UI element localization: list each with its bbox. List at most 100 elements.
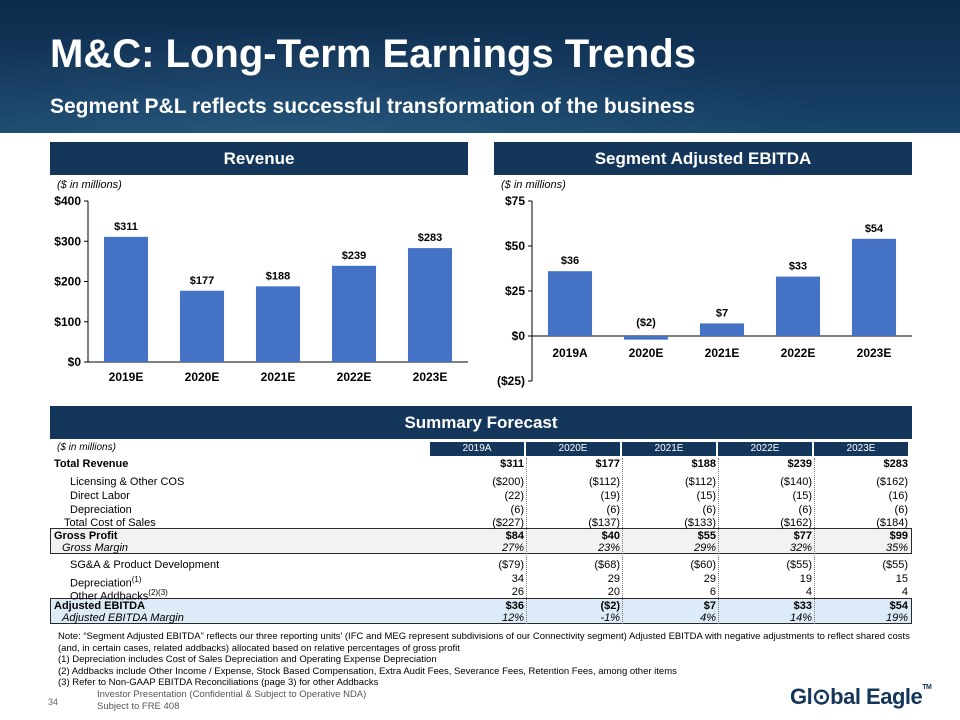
- table-cell: 20: [607, 586, 620, 598]
- row-label-text: Depreciation: [70, 504, 132, 516]
- table-cell: ($55): [786, 559, 812, 571]
- footnote-3: (3) Refer to Non-GAAP EBITDA Reconciliat…: [58, 677, 379, 688]
- revenue-chart-svg: $0 $100 $200 $300 $400 $311 2019E $177 2020E $188…: [54, 194, 468, 384]
- ebitda-ytick-label: ($25): [497, 374, 525, 388]
- table-cell: 29: [703, 573, 716, 585]
- table-cell: ($133): [684, 517, 716, 529]
- table-cell: $33: [793, 600, 812, 612]
- table-cell: (22): [504, 490, 524, 502]
- table-row: Licensing & Other COS ($200) ($112) ($112) (…: [54, 475, 912, 490]
- table-row: Total Revenue $311 $177 $188 $239 $283: [54, 457, 912, 472]
- table-cell: ($140): [780, 476, 812, 488]
- row-label: Licensing & Other COS: [70, 475, 184, 490]
- table-cell: 14%: [789, 612, 812, 624]
- column-header: 2019A: [430, 442, 524, 456]
- table-cell: 6: [709, 586, 716, 598]
- ebitda-bar: [851, 238, 897, 336]
- revenue-category-label: 2019E: [109, 370, 144, 384]
- row-label-text: SG&A & Product Development: [70, 559, 220, 571]
- ebitda-value-label: $36: [561, 255, 579, 267]
- row-label-text: Depreciation: [70, 577, 132, 590]
- table-cell: 29: [607, 573, 620, 585]
- revenue-ytick-label: $300: [54, 234, 81, 248]
- ebitda-category-label: 2023E: [857, 346, 892, 360]
- footnote-reference: (2)(3): [148, 588, 168, 597]
- table-cell: (6): [702, 504, 716, 516]
- page-number: 34: [48, 697, 59, 707]
- table-row: Adjusted EBITDA Margin 12% -1% 4% 14% 19%: [54, 611, 912, 626]
- table-cell: ($2): [600, 600, 620, 612]
- table-cell: (6): [510, 504, 524, 516]
- row-label: Total Cost of Sales: [64, 516, 156, 531]
- revenue-value-label: $239: [342, 250, 366, 262]
- table-row: Depreciation(1) 34 29 29 19 15: [54, 572, 912, 590]
- gross-profit-box: [50, 528, 912, 554]
- table-cell: ($55): [882, 559, 908, 571]
- table-row: Depreciation (6) (6) (6) (6) (6): [54, 503, 912, 518]
- column-header: 2022E: [718, 442, 812, 456]
- ebitda-ytick-label: $0: [512, 329, 526, 343]
- revenue-ytick-label: $0: [68, 355, 82, 369]
- row-label: Adjusted EBITDA Margin: [62, 611, 184, 626]
- row-label: Total Revenue: [54, 457, 128, 472]
- row-label: SG&A & Product Development: [70, 558, 219, 573]
- table-cell: $77: [793, 530, 812, 542]
- row-label-text: Other Addbacks: [70, 590, 149, 603]
- row-label: Depreciation(1): [70, 572, 142, 592]
- table-row: Gross Profit $84 $40 $55 $77 $99: [54, 529, 912, 544]
- revenue-section-header: Revenue: [50, 142, 468, 175]
- revenue-value-label: $188: [266, 270, 290, 282]
- row-label-text: Licensing & Other COS: [70, 476, 185, 488]
- revenue-value-label: $311: [114, 221, 138, 233]
- ebitda-chart: ($25) $0 $25 $50 $75 $36 2019A ($2) 2020E $7 2021E…: [494, 190, 914, 405]
- row-label-text: Adjusted EBITDA Margin: [62, 612, 184, 624]
- logo-trademark: TM: [922, 684, 932, 691]
- column-divider: [622, 458, 623, 624]
- summary-units-label: ($ in millions): [57, 442, 116, 453]
- table-cell: 32%: [789, 542, 812, 554]
- ebitda-units-label: ($ in millions): [501, 179, 566, 191]
- table-cell: 4: [805, 586, 812, 598]
- table-row: Adjusted EBITDA $36 ($2) $7 $33 $54: [54, 599, 912, 614]
- column-header: 2023E: [814, 442, 908, 456]
- header-banner: M&C: Long-Term Earnings Trends Segment P…: [0, 0, 960, 133]
- column-divider: [526, 458, 527, 624]
- table-row: Gross Margin 27% 23% 29% 32% 35%: [54, 541, 912, 556]
- table-cell: (19): [600, 490, 620, 502]
- table-cell: $239: [787, 458, 812, 470]
- table-cell: (6): [606, 504, 620, 516]
- revenue-ytick-label: $400: [54, 194, 81, 208]
- note-main: Note: “Segment Adjusted EBITDA” reflects…: [58, 631, 910, 654]
- table-cell: $55: [697, 530, 716, 542]
- table-cell: (16): [888, 490, 908, 502]
- footnote-2: (2) Addbacks include Other Income / Expe…: [58, 665, 677, 677]
- header-glow: [0, 0, 960, 133]
- table-cell: $36: [505, 600, 524, 612]
- footer-line-2: Subject to FRE 408: [97, 701, 180, 712]
- table-cell: $188: [691, 458, 716, 470]
- table-cell: ($137): [588, 517, 620, 529]
- row-label-text: Total Cost of Sales: [64, 517, 156, 529]
- table-cell: ($227): [492, 517, 524, 529]
- row-label: Other Addbacks(2)(3): [70, 585, 168, 605]
- table-row: Total Cost of Sales ($227) ($137) ($133) ($1…: [54, 516, 912, 531]
- row-label-text: Adjusted EBITDA: [54, 600, 146, 612]
- ebitda-value-label: $54: [865, 223, 884, 235]
- logo-text: Gl⊙bal Eagle: [790, 684, 923, 709]
- footer-line-1: Investor Presentation (Confidential & Su…: [97, 689, 367, 700]
- revenue-bar: [331, 265, 377, 362]
- table-cell: 35%: [885, 542, 908, 554]
- row-label: Gross Margin: [62, 541, 128, 556]
- footer-text: Investor Presentation (Confidential & Su…: [97, 689, 366, 713]
- page-subtitle: Segment P&L reflects successful transfor…: [50, 95, 695, 118]
- column-divider: [718, 458, 719, 624]
- ebitda-category-label: 2020E: [629, 346, 664, 360]
- row-label-text: Gross Margin: [62, 542, 129, 554]
- revenue-bar: [407, 248, 453, 362]
- table-row: Direct Labor (22) (19) (15) (15) (16): [54, 489, 912, 504]
- ebitda-ytick-label: $75: [505, 194, 525, 208]
- table-cell: 19: [799, 573, 812, 585]
- row-label-text: Direct Labor: [70, 490, 130, 502]
- revenue-category-label: 2023E: [413, 370, 448, 384]
- row-label: Direct Labor: [70, 489, 130, 504]
